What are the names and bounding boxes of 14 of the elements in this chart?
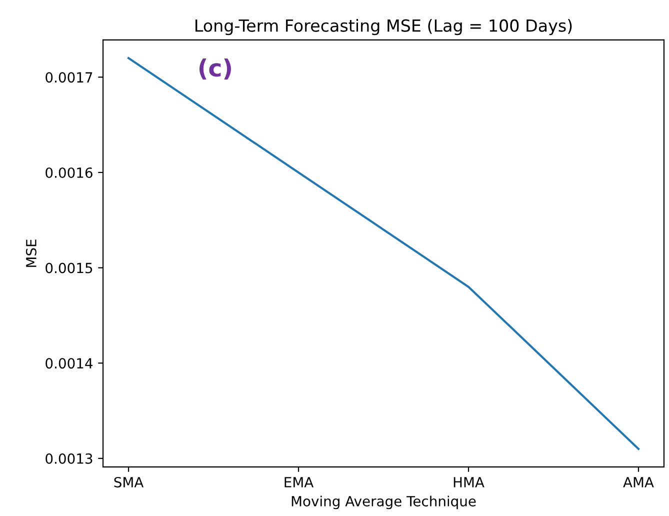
y-tick-label: 0.0013 (46, 453, 92, 464)
chart-title: Long-Term Forecasting MSE (Lag = 100 Days) (196, 18, 572, 36)
x-tick-label: AMA (623, 477, 654, 488)
x-tick-label: HMA (454, 477, 484, 488)
x-tick-label: EMA (284, 477, 314, 488)
x-axis-title: Moving Average Technique (292, 496, 476, 510)
y-tick-label: 0.0017 (46, 72, 92, 83)
y-tick-label: 0.0016 (46, 167, 92, 178)
y-tick-label: 0.0014 (46, 358, 93, 369)
line-series (127, 57, 640, 450)
x-tick-label: SMA (114, 476, 144, 488)
y-axis-title: MSE (26, 240, 36, 267)
y-tick-label: 0.0015 (46, 262, 92, 274)
annotation: (c) (199, 58, 231, 80)
